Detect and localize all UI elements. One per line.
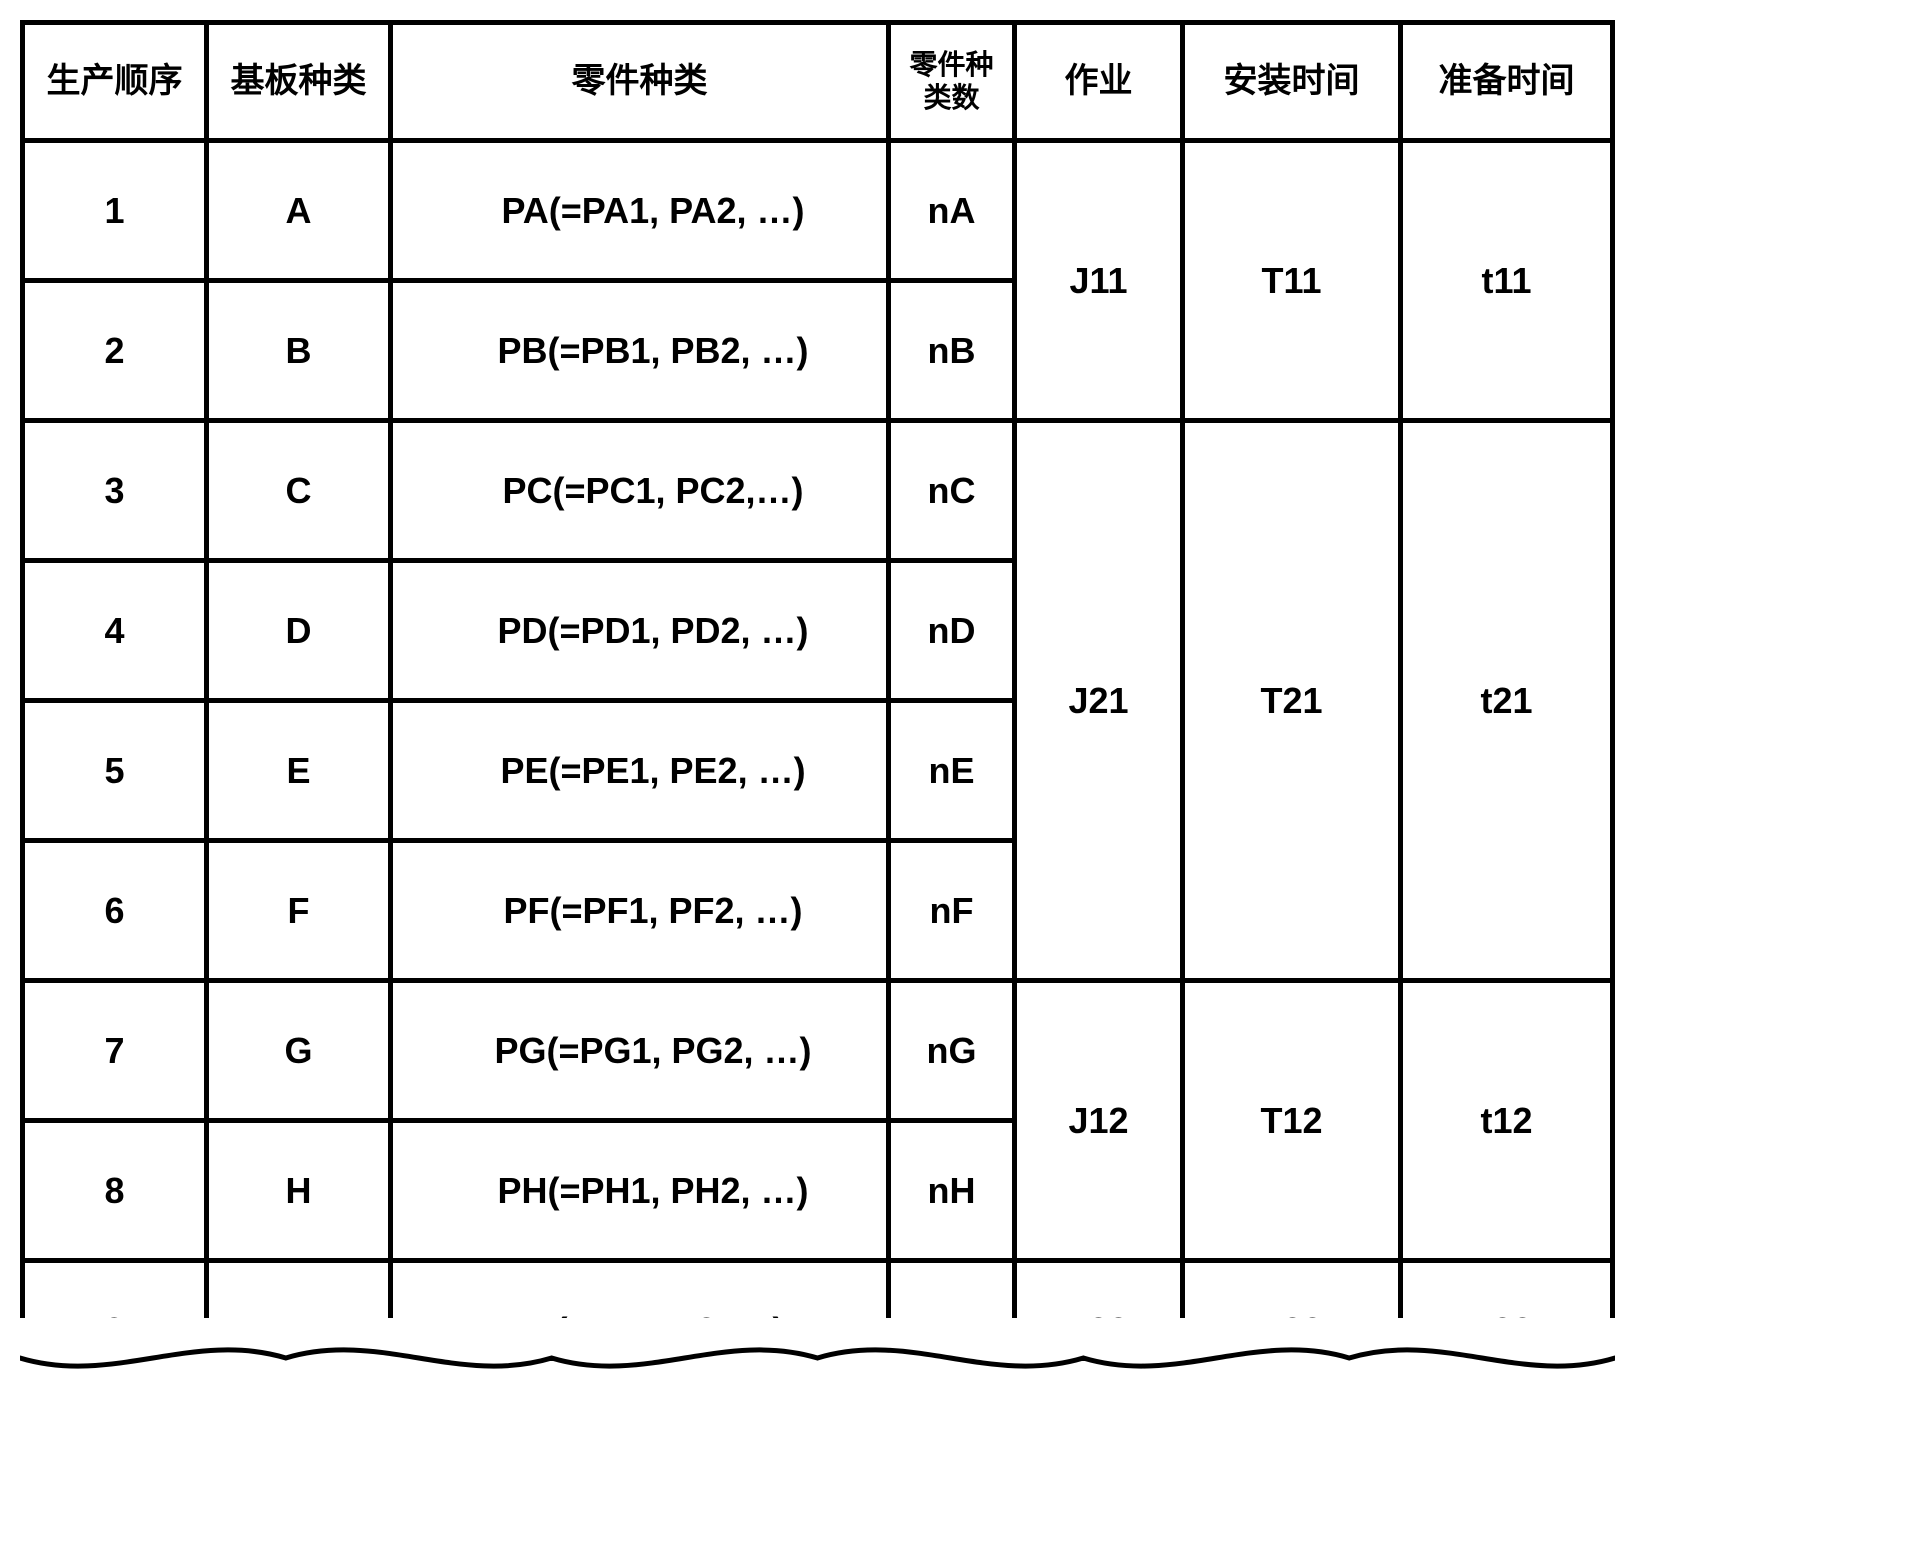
cell-install-time: T11 [1183,141,1401,421]
production-table: 生产顺序基板种类零件种类零件种类数作业安装时间准备时间 1APA(=PA1, P… [20,20,1615,1403]
cell-parts: PA(=PA1, PA2, …) [391,141,889,281]
cell-parts-count: nE [889,701,1015,841]
table-body: 1APA(=PA1, PA2, …)nAJ11T11t112BPB(=PB1, … [23,141,1613,1401]
cell-parts: PH(=PH1, PH2, …) [391,1121,889,1261]
cell-parts-count: nF [889,841,1015,981]
table-row: 9IPI(=PI1, PI2, …)nIJ22T22t22 [23,1261,1613,1401]
col-header-pcount: 零件种类数 [889,23,1015,141]
cell-job: J11 [1015,141,1183,421]
cell-parts-count: nC [889,421,1015,561]
cell-parts: PD(=PD1, PD2, …) [391,561,889,701]
cell-order: 3 [23,421,207,561]
cell-order: 9 [23,1261,207,1401]
header-row: 生产顺序基板种类零件种类零件种类数作业安装时间准备时间 [23,23,1613,141]
cell-parts-count: nB [889,281,1015,421]
cell-board: D [207,561,391,701]
cell-parts: PG(=PG1, PG2, …) [391,981,889,1121]
cell-board: I [207,1261,391,1401]
cell-install-time: T22 [1183,1261,1401,1401]
cell-job: J21 [1015,421,1183,981]
table-row: 7GPG(=PG1, PG2, …)nGJ12T12t12 [23,981,1613,1121]
col-header-prep: 准备时间 [1401,23,1613,141]
cell-board: A [207,141,391,281]
cell-parts-count: nD [889,561,1015,701]
cell-board: H [207,1121,391,1261]
cell-parts-count: nG [889,981,1015,1121]
cell-parts: PE(=PE1, PE2, …) [391,701,889,841]
cell-parts-count: nA [889,141,1015,281]
cell-board: C [207,421,391,561]
cell-install-time: T21 [1183,421,1401,981]
table-row: 3CPC(=PC1, PC2,…)nCJ21T21t21 [23,421,1613,561]
col-header-board: 基板种类 [207,23,391,141]
cell-prep-time: t21 [1401,421,1613,981]
cell-parts: PB(=PB1, PB2, …) [391,281,889,421]
cell-install-time: T12 [1183,981,1401,1261]
col-header-job: 作业 [1015,23,1183,141]
cell-job: J22 [1015,1261,1183,1401]
cell-parts: PI(=PI1, PI2, …) [391,1261,889,1401]
cell-order: 7 [23,981,207,1121]
cell-board: B [207,281,391,421]
cell-order: 8 [23,1121,207,1261]
cell-order: 4 [23,561,207,701]
cell-parts-count: nI [889,1261,1015,1401]
cell-order: 2 [23,281,207,421]
col-header-install: 安装时间 [1183,23,1401,141]
cell-prep-time: t11 [1401,141,1613,421]
cell-prep-time: t22 [1401,1261,1613,1401]
cell-board: G [207,981,391,1121]
cell-job: J12 [1015,981,1183,1261]
cell-parts: PF(=PF1, PF2, …) [391,841,889,981]
col-header-order: 生产顺序 [23,23,207,141]
table-row: 1APA(=PA1, PA2, …)nAJ11T11t11 [23,141,1613,281]
col-header-parts: 零件种类 [391,23,889,141]
cell-parts-count: nH [889,1121,1015,1261]
cell-order: 6 [23,841,207,981]
cell-order: 1 [23,141,207,281]
cell-parts: PC(=PC1, PC2,…) [391,421,889,561]
cell-board: E [207,701,391,841]
cell-board: F [207,841,391,981]
cell-prep-time: t12 [1401,981,1613,1261]
cell-order: 5 [23,701,207,841]
